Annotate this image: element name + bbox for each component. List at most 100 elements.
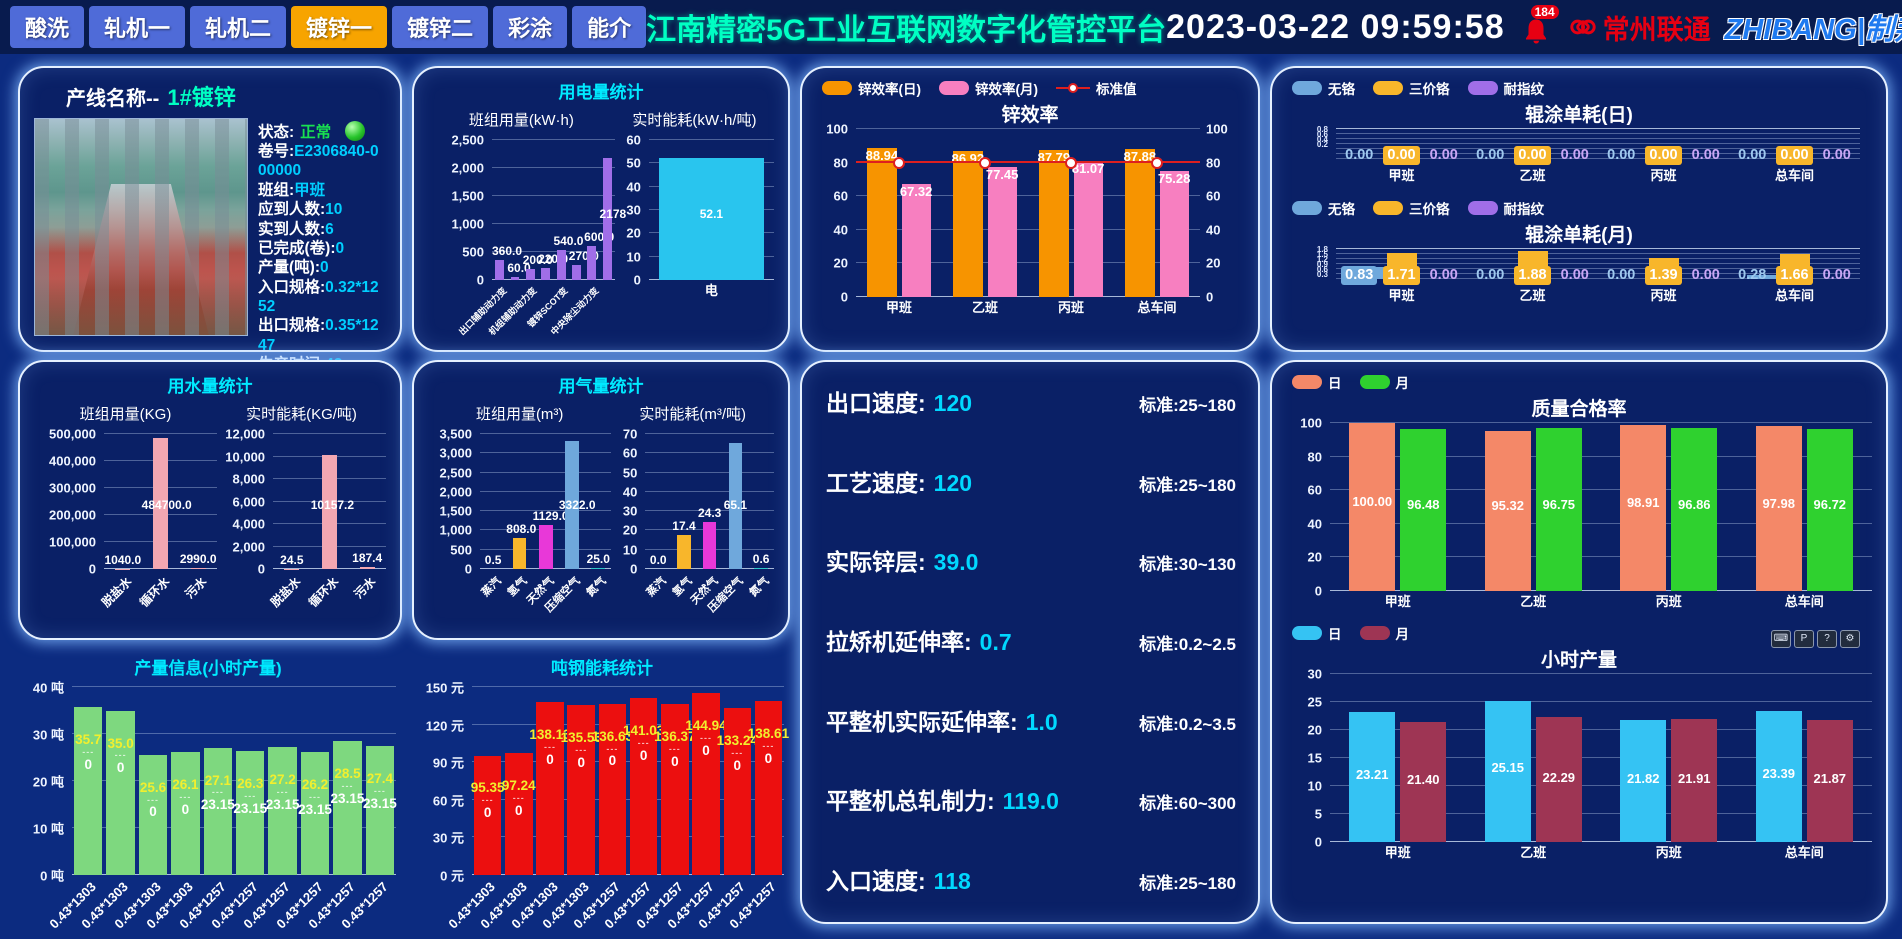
x-label: 脱盐水 — [273, 569, 311, 621]
bar-value: 24.5 — [273, 553, 311, 567]
electric-panel-title: 用电量统计 — [428, 78, 774, 103]
print-icon[interactable]: P — [1794, 630, 1814, 648]
bar-cell: 0.6 — [748, 434, 774, 569]
status-value: 正常 — [300, 120, 331, 142]
bar-cell: 1129.0 — [533, 434, 559, 569]
legend-chip — [1292, 375, 1322, 389]
bar-value: 0.00 — [1776, 146, 1812, 165]
metric-value: 118 — [934, 868, 971, 895]
y-tick-label: 40 — [816, 222, 848, 237]
x-axis: 甲班乙班丙班总车间 — [1330, 591, 1872, 613]
chart-toolbar: ⌨P?⚙ — [1771, 630, 1860, 648]
y-tick-label-right: 60 — [1206, 189, 1240, 204]
zinc-chart-title: 锌效率 — [816, 100, 1244, 127]
y-tick-label: 10,000 — [217, 449, 265, 464]
legend-item: 锌效率(日) — [822, 78, 921, 98]
y-tick-label: 15 — [1286, 751, 1322, 766]
metric-value: 39.0 — [934, 549, 979, 576]
legend-label: 三价铬 — [1409, 198, 1450, 218]
nav-tab-镀锌一[interactable]: 镀锌一 — [291, 6, 387, 48]
bar-cell: 144.94---0 — [690, 687, 721, 875]
y-tick-label: 50 — [615, 156, 641, 171]
legend-item: 无铬 — [1292, 78, 1355, 98]
metric-label: 出口速度: — [826, 384, 926, 418]
y-tick-label: 500,000 — [34, 427, 96, 442]
bar — [539, 525, 553, 569]
info-field-label: 出口规格: — [258, 317, 325, 334]
line-name: 1#镀锌 — [167, 80, 235, 112]
metric-label: 拉矫机延伸率: — [826, 623, 972, 657]
nav-tab-能介[interactable]: 能介 — [572, 6, 646, 48]
bar: 95.32 — [1485, 431, 1531, 591]
info-field-label: 产量(吨): — [258, 259, 320, 276]
bar — [703, 522, 716, 569]
nav-tab-镀锌二[interactable]: 镀锌二 — [392, 6, 488, 48]
bar — [661, 704, 688, 875]
y-tick-label: 0 — [611, 562, 637, 577]
gas-rt-subtitle: 实时能耗(m³/吨) — [611, 403, 774, 424]
bell-icon[interactable]: 184 — [1519, 7, 1553, 47]
x-label: 循环水 — [311, 569, 349, 621]
y-tick-label: 20 — [1286, 723, 1322, 738]
y-tick-label: 10 — [611, 542, 637, 557]
info-field: 产量(吨):0 — [258, 258, 386, 277]
bar: 86.92 — [953, 151, 982, 297]
bar-value: 0.00 — [1688, 146, 1724, 165]
bar-cell: 26.1---0 — [169, 687, 201, 875]
x-axis: 蒸汽氢气天然气压缩空气氮气 — [480, 569, 611, 625]
bar-value: 0.00 — [1603, 146, 1639, 165]
metric-value: 0.7 — [980, 629, 1012, 656]
bar: 96.75 — [1536, 428, 1582, 591]
bar-value: 0.00 — [1688, 266, 1724, 285]
nav-tab-轧机一[interactable]: 轧机一 — [89, 6, 185, 48]
legend-label: 日 — [1328, 372, 1342, 392]
nav-tab-轧机二[interactable]: 轧机二 — [190, 6, 286, 48]
bar-cell: 95.35---0 — [472, 687, 503, 875]
nav-tab-彩涂[interactable]: 彩涂 — [493, 6, 567, 48]
x-label: 丙班 — [1028, 297, 1114, 319]
legend-label: 耐指纹 — [1504, 78, 1545, 98]
nav-tab-酸洗[interactable]: 酸洗 — [10, 6, 84, 48]
y-tick-label: 80 — [816, 155, 848, 170]
legend-chip — [1373, 81, 1403, 95]
y-tick-label: 30 — [1286, 667, 1322, 682]
bar-cell: 141.03---0 — [628, 687, 659, 875]
settings-icon[interactable]: ⚙ — [1840, 630, 1860, 648]
x-axis: 甲班乙班丙班总车间 — [1336, 285, 1860, 304]
bar: 21.82 — [1620, 720, 1666, 842]
zinc-legend: 锌效率(日)锌效率(月)标准值 — [822, 78, 1244, 98]
bar — [333, 741, 362, 875]
metric-value: 119.0 — [1003, 788, 1059, 815]
keyboard-icon[interactable]: ⌨ — [1771, 630, 1791, 648]
y-tick-label: 200,000 — [34, 508, 96, 523]
unicom-logo: 常州联通 — [1567, 8, 1711, 47]
y-tick-label: 40 — [615, 179, 641, 194]
water-panel-title: 用水量统计 — [34, 372, 386, 397]
x-label: 蒸汽 — [645, 569, 671, 625]
standard-dot — [893, 157, 905, 169]
y-tick-label: 1,000 — [428, 523, 472, 538]
bar — [171, 752, 200, 875]
bar — [659, 158, 764, 280]
standard-dot — [1151, 157, 1163, 169]
help-icon[interactable]: ? — [1817, 630, 1837, 648]
